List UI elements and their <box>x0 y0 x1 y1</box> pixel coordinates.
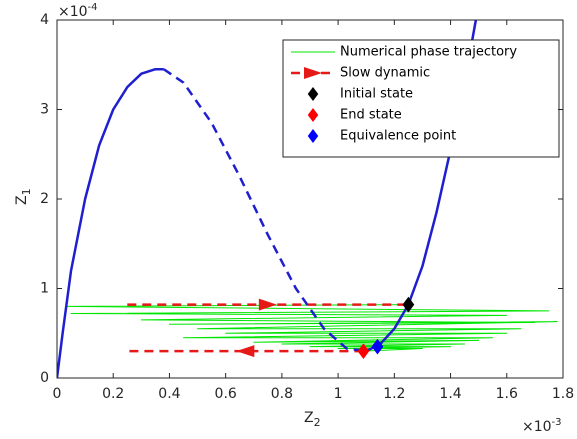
x-axis-label: Z2 <box>304 410 321 429</box>
x-tick-label: 0 <box>53 386 62 402</box>
legend-box <box>282 39 560 158</box>
legend-label: End state <box>340 108 402 123</box>
x-multiplier: ×10-3 <box>522 417 562 435</box>
x-tick-label: 0.2 <box>102 386 124 402</box>
y-label-subscript: 1 <box>20 188 33 195</box>
legend-swatch <box>307 108 319 122</box>
series-line <box>163 68 367 353</box>
arrow-head <box>258 298 277 311</box>
x-tick-label: 1.2 <box>383 386 405 402</box>
plot-layer <box>57 20 558 378</box>
y-multiplier-base: ×10 <box>58 4 88 20</box>
arrow-head <box>236 345 255 358</box>
y-tick-label: 2 <box>40 191 49 207</box>
x-tick-label: 1.6 <box>496 386 518 402</box>
x-label-text: Z <box>304 410 314 426</box>
legend-label: Initial state <box>340 87 413 102</box>
y-label-text: Z <box>14 195 30 205</box>
x-tick-label: 0.8 <box>271 386 293 402</box>
x-tick-label: 0.6 <box>215 386 237 402</box>
y-axis-label: Z1 <box>14 188 33 205</box>
legend: Numerical phase trajectory Slow dynamic In… <box>282 39 560 158</box>
legend-label: Numerical phase trajectory <box>340 45 517 60</box>
marker <box>371 338 384 355</box>
x-tick-label: 0.4 <box>158 386 180 402</box>
x-label-subscript: 2 <box>314 416 321 429</box>
legend-label: Equivalence point <box>340 129 456 144</box>
legend-swatch <box>307 87 319 101</box>
series-line <box>57 67 164 378</box>
x-tick-label: 1.4 <box>439 386 461 402</box>
marker <box>357 343 370 359</box>
legend-label: Slow dynamic <box>340 66 430 81</box>
y-tick-label: 4 <box>40 12 49 28</box>
y-tick-label: 0 <box>40 370 49 386</box>
y-multiplier: ×10-4 <box>58 2 98 20</box>
y-tick-label: 1 <box>40 281 49 297</box>
marker <box>402 296 415 313</box>
y-tick-label: 3 <box>40 102 49 118</box>
legend-arrow <box>304 67 322 79</box>
x-tick-label: 1 <box>334 386 343 402</box>
x-multiplier-exponent: -3 <box>552 417 562 428</box>
series-line <box>64 304 558 352</box>
x-multiplier-base: ×10 <box>522 419 552 435</box>
legend-swatch <box>307 129 319 143</box>
y-multiplier-exponent: -4 <box>88 2 98 13</box>
x-tick-label: 1.8 <box>552 386 574 402</box>
